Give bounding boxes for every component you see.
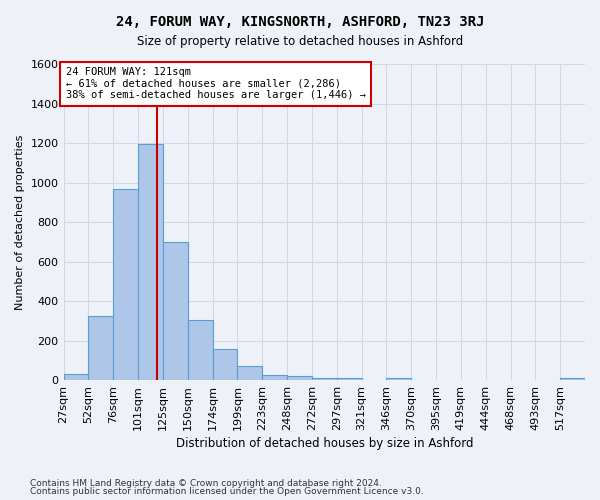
- Bar: [64, 374, 88, 380]
- Bar: [238, 366, 262, 380]
- Text: Contains public sector information licensed under the Open Government Licence v3: Contains public sector information licen…: [30, 487, 424, 496]
- Bar: [163, 242, 188, 380]
- Bar: [287, 376, 312, 380]
- Text: Contains HM Land Registry data © Crown copyright and database right 2024.: Contains HM Land Registry data © Crown c…: [30, 478, 382, 488]
- Bar: [386, 378, 411, 380]
- Bar: [138, 144, 163, 380]
- Text: Size of property relative to detached houses in Ashford: Size of property relative to detached ho…: [137, 35, 463, 48]
- Bar: [312, 378, 337, 380]
- Bar: [337, 378, 362, 380]
- Bar: [262, 374, 287, 380]
- Text: 24, FORUM WAY, KINGSNORTH, ASHFORD, TN23 3RJ: 24, FORUM WAY, KINGSNORTH, ASHFORD, TN23…: [116, 15, 484, 29]
- Bar: [113, 190, 138, 380]
- Bar: [188, 320, 212, 380]
- X-axis label: Distribution of detached houses by size in Ashford: Distribution of detached houses by size …: [176, 437, 473, 450]
- Y-axis label: Number of detached properties: Number of detached properties: [15, 134, 25, 310]
- Text: 24 FORUM WAY: 121sqm
← 61% of detached houses are smaller (2,286)
38% of semi-de: 24 FORUM WAY: 121sqm ← 61% of detached h…: [65, 67, 365, 100]
- Bar: [88, 316, 113, 380]
- Bar: [560, 378, 585, 380]
- Bar: [212, 350, 238, 380]
